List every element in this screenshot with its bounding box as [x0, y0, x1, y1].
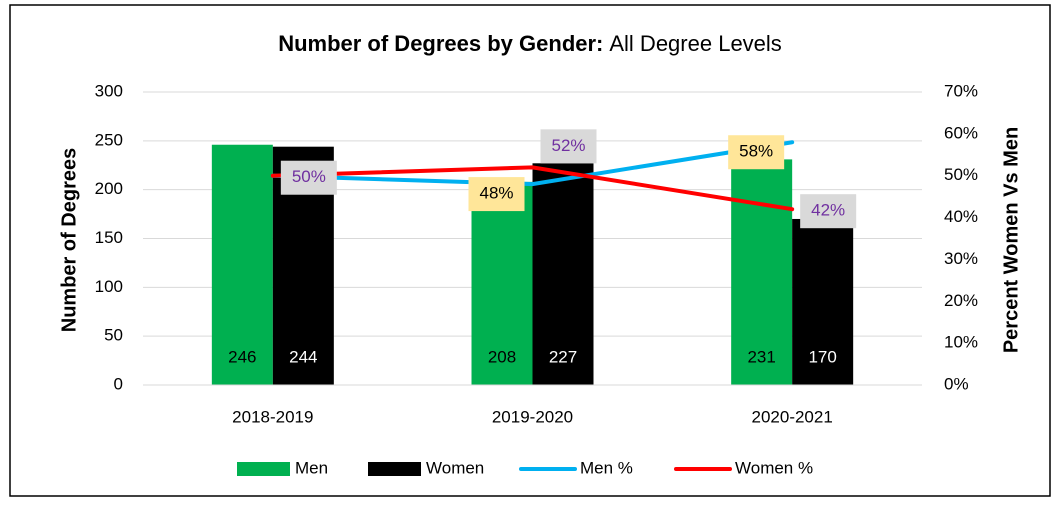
y2-tick-label: 70%	[944, 81, 978, 100]
y2-tick-label: 10%	[944, 333, 978, 352]
y2-tick-label: 20%	[944, 291, 978, 310]
bar	[471, 181, 533, 385]
line	[270, 140, 795, 187]
line-value-label: 58%	[739, 142, 773, 161]
legend-label: Women %	[735, 458, 813, 477]
y-tick-label: 100	[95, 277, 123, 296]
y2-tick-label: 50%	[944, 165, 978, 184]
bar	[211, 144, 273, 385]
line	[270, 165, 795, 212]
y2-tick-label: 0%	[944, 374, 969, 393]
x-tick-label: 2018-2019	[232, 407, 313, 426]
subtitle: All Degree Levels	[609, 31, 781, 56]
legend-label: Women	[426, 458, 484, 477]
y-axis-label: Number of Degrees	[58, 148, 80, 333]
legend-label: Men	[295, 458, 328, 477]
y-tick-label: 250	[95, 130, 123, 149]
y-tick-label: 300	[95, 81, 123, 100]
bar-value-label: 227	[549, 347, 577, 366]
line-value-label: 50%	[292, 167, 326, 186]
bar	[532, 163, 594, 385]
line-value-label: 48%	[479, 184, 513, 203]
title: Number of Degrees by Gender:	[278, 31, 603, 56]
chart-title: Number of Degrees by Gender: All Degree L…	[278, 31, 782, 56]
bar-value-label: 170	[808, 347, 836, 366]
y-tick-label: 0	[114, 374, 123, 393]
legend-label: Men %	[580, 458, 633, 477]
y-tick-label: 50	[104, 326, 123, 345]
label-box	[468, 177, 525, 212]
x-tick-label: 2020-2021	[752, 407, 833, 426]
y2-tick-label: 30%	[944, 249, 978, 268]
line-value-label: 52%	[551, 136, 585, 155]
x-tick-label: 2019-2020	[492, 407, 573, 426]
legend-swatch	[237, 462, 290, 476]
y2-tick-label: 60%	[944, 123, 978, 142]
y2-tick-label: 40%	[944, 207, 978, 226]
label-box	[280, 160, 337, 195]
bar	[731, 159, 793, 385]
legend-swatch	[368, 462, 421, 476]
bar-value-label: 208	[488, 347, 516, 366]
y-tick-label: 150	[95, 228, 123, 247]
line-value-label: 42%	[811, 201, 845, 220]
label-box	[540, 129, 597, 164]
y-tick-label: 200	[95, 179, 123, 198]
bar-value-label: 246	[228, 347, 256, 366]
bar-value-label: 244	[289, 347, 317, 366]
label-box	[728, 135, 785, 170]
y2-axis-label: Percent Women Vs Men	[1000, 127, 1022, 353]
label-box	[800, 194, 857, 229]
bar-value-label: 231	[747, 347, 775, 366]
bar	[792, 218, 854, 385]
